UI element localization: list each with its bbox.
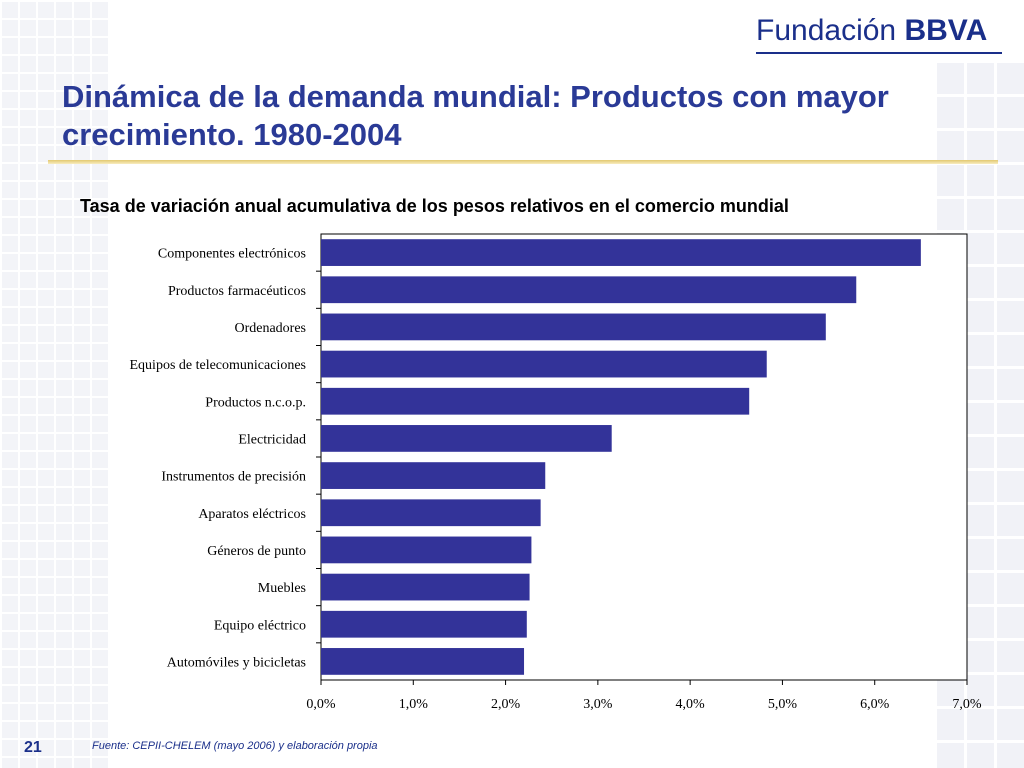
- bar-3: [321, 350, 767, 378]
- x-tick-label-2: 2,0%: [491, 697, 521, 712]
- x-tick-label-3: 3,0%: [583, 697, 613, 712]
- title-divider: [48, 160, 998, 164]
- logo-prefix: Fundación: [756, 14, 897, 47]
- slide-title: Dinámica de la demanda mundial: Producto…: [62, 79, 889, 152]
- x-tick-label-1: 1,0%: [399, 697, 429, 712]
- bar-8: [321, 536, 532, 564]
- logo-brand: BBVA: [904, 14, 988, 47]
- x-tick-label-5: 5,0%: [768, 697, 798, 712]
- bar-7: [321, 499, 541, 527]
- category-label-4: Productos n.c.o.p.: [205, 395, 306, 410]
- bar-11: [321, 648, 525, 675]
- bar-1: [321, 276, 857, 304]
- logo-underline: [756, 52, 1002, 54]
- fundacion-bbva-logo: Fundación BBVA: [752, 10, 1004, 56]
- category-label-3: Equipos de telecomunicaciones: [130, 358, 307, 373]
- plot-area-frame: [320, 233, 968, 681]
- category-label-8: Géneros de punto: [207, 544, 306, 559]
- bar-9: [321, 573, 530, 601]
- logo-text: Fundación BBVA: [756, 14, 987, 48]
- bar-0: [321, 239, 921, 266]
- category-label-1: Productos farmacéuticos: [168, 284, 306, 299]
- x-tick-label-0: 0,0%: [306, 697, 336, 712]
- category-label-11: Automóviles y bicicletas: [167, 655, 306, 670]
- category-label-5: Electricidad: [238, 432, 306, 447]
- category-label-7: Aparatos eléctricos: [198, 507, 306, 522]
- bar-5: [321, 425, 612, 452]
- bar-10: [321, 610, 527, 638]
- bar-2: [321, 313, 826, 341]
- category-label-10: Equipo eléctrico: [214, 618, 306, 633]
- bar-4: [321, 387, 750, 415]
- category-label-6: Instrumentos de precisión: [161, 470, 306, 485]
- x-tick-label-4: 4,0%: [676, 697, 706, 712]
- x-tick-label-7: 7,0%: [952, 697, 982, 712]
- chart-title: Tasa de variación anual acumulativa de l…: [80, 196, 789, 216]
- page-number: 21: [24, 739, 42, 756]
- category-label-9: Muebles: [258, 581, 306, 596]
- bar-6: [321, 462, 546, 489]
- x-tick-label-6: 6,0%: [860, 697, 890, 712]
- left-decoration-pattern: [0, 0, 108, 768]
- source-note: Fuente: CEPII-CHELEM (mayo 2006) y elabo…: [92, 740, 378, 752]
- category-label-2: Ordenadores: [234, 321, 306, 336]
- category-label-0: Componentes electrónicos: [158, 247, 306, 262]
